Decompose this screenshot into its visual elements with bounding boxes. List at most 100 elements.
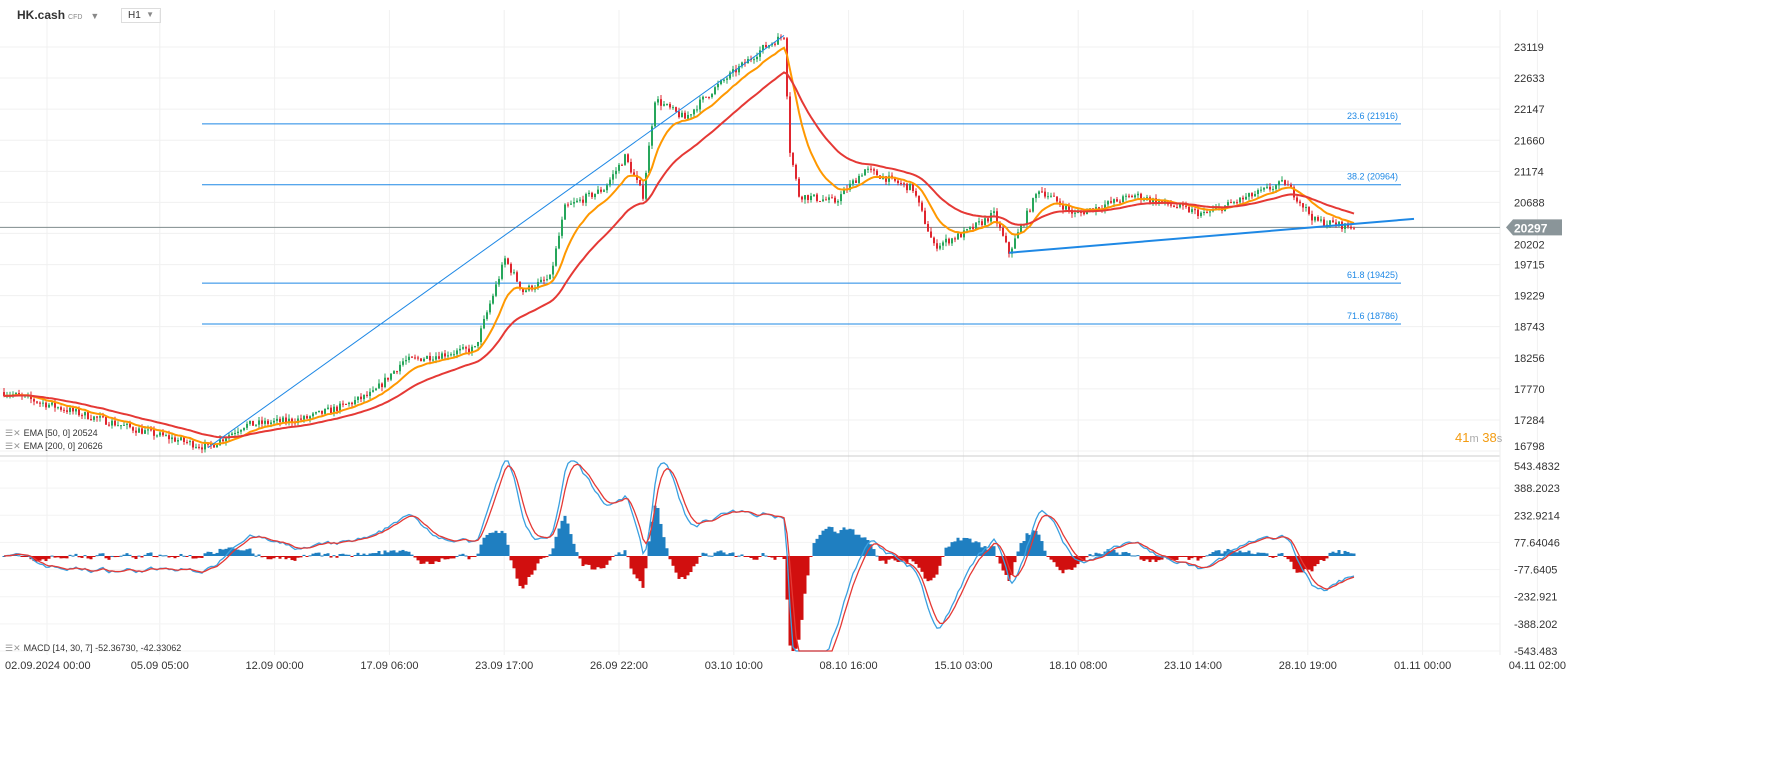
macd-histogram-bar: [371, 553, 375, 556]
settings-icon[interactable]: ☰✕: [5, 441, 21, 451]
macd-histogram-bar: [557, 528, 561, 556]
macd-histogram-bar: [167, 556, 171, 558]
macd-histogram-bar: [854, 534, 858, 556]
macd-histogram-bar: [341, 553, 345, 556]
candle-body: [423, 358, 425, 362]
macd-histogram-bar: [1247, 550, 1251, 556]
candle-body: [927, 223, 929, 232]
macd-histogram-bar: [134, 556, 138, 560]
macd-histogram-bar: [1292, 556, 1296, 570]
candle-body: [486, 312, 488, 319]
candle-body: [321, 410, 323, 414]
macd-histogram-bar: [293, 556, 297, 561]
candle-body: [153, 429, 155, 436]
candle-body: [165, 435, 167, 437]
macd-histogram-bar: [200, 556, 204, 558]
candle: [555, 246, 557, 267]
symbol-selector[interactable]: HK.cash CFD ▼: [17, 8, 99, 22]
macd-histogram-bar: [635, 556, 639, 579]
macd-histogram-bar: [494, 530, 498, 556]
macd-histogram-bar: [812, 543, 816, 556]
timeframe-select[interactable]: H1 ▼: [121, 8, 161, 23]
macd-histogram-bar: [1190, 556, 1194, 559]
price-tick-label: 21174: [1514, 166, 1544, 178]
macd-histogram-bar: [821, 530, 825, 556]
macd-line: [3, 460, 1355, 652]
macd-histogram-bar: [824, 528, 828, 556]
macd-histogram-bar: [1322, 556, 1326, 561]
x-tick-label: 15.10 03:00: [934, 660, 992, 672]
candle-body: [1227, 202, 1229, 206]
macd-histogram-bar: [998, 556, 1002, 564]
candle-body: [39, 402, 41, 404]
candle: [489, 300, 491, 315]
candle: [759, 46, 761, 61]
candle: [558, 232, 560, 250]
candle-body: [1182, 204, 1184, 206]
candle: [171, 433, 173, 444]
macd-histogram-bar: [380, 554, 384, 556]
candle: [825, 196, 827, 201]
candle: [651, 123, 653, 150]
macd-histogram-bar: [1055, 556, 1059, 567]
macd-histogram-bar: [1319, 556, 1323, 560]
macd-histogram-bar: [1130, 555, 1134, 557]
legend-ema50[interactable]: ☰✕ EMA [50, 0] 20524: [5, 428, 98, 439]
candle: [591, 191, 593, 200]
candle: [165, 433, 167, 437]
macd-histogram-bar: [347, 554, 351, 557]
candle: [345, 403, 347, 406]
candle-body: [1176, 206, 1178, 208]
candle-body: [579, 199, 581, 201]
candle: [837, 199, 839, 207]
macd-histogram-bar: [740, 554, 744, 556]
macd-histogram-bar: [1109, 550, 1113, 556]
candle: [66, 406, 68, 414]
candle-body: [105, 416, 107, 425]
settings-icon[interactable]: ☰✕: [5, 643, 21, 653]
macd-histogram-bar: [938, 556, 942, 566]
macd-histogram-bar: [521, 556, 525, 589]
macd-histogram-bar: [914, 556, 918, 565]
candle-body: [975, 222, 977, 229]
macd-histogram-bar: [863, 537, 867, 557]
candle: [1032, 197, 1034, 213]
candle: [1278, 180, 1280, 189]
candle: [987, 217, 989, 224]
candle: [42, 399, 44, 407]
ema200-line: [3, 71, 1355, 439]
macd-histogram-bar: [614, 554, 618, 557]
macd-histogram-bar: [1082, 556, 1086, 562]
macd-histogram-bar: [968, 538, 972, 556]
macd-histogram-bar: [1160, 556, 1164, 560]
candle-body: [1188, 206, 1190, 213]
legend-ema200[interactable]: ☰✕ EMA [200, 0] 20626: [5, 441, 103, 452]
candle-body: [279, 418, 281, 422]
macd-histogram-bar: [92, 556, 96, 557]
macd-histogram-bar: [677, 556, 681, 579]
candle-body: [339, 403, 341, 411]
candle-body: [150, 429, 152, 431]
candle-body: [687, 115, 689, 119]
candle-body: [1284, 180, 1286, 185]
macd-histogram-bar: [1340, 553, 1344, 557]
candle: [1035, 192, 1037, 203]
candle: [840, 191, 842, 205]
macd-histogram-bar: [875, 555, 879, 557]
macd-histogram-bar: [887, 556, 891, 560]
candle-body: [45, 402, 47, 408]
macd-histogram-bar: [62, 556, 66, 559]
candle: [1191, 206, 1193, 214]
legend-macd-text: MACD [14, 30, 7] -52.36730, -42.33062: [23, 643, 182, 653]
macd-histogram-bar: [299, 556, 303, 558]
price-tick-label: 19229: [1514, 291, 1545, 303]
settings-icon[interactable]: ☰✕: [5, 428, 21, 438]
candle: [462, 344, 464, 351]
candle-body: [48, 404, 50, 408]
candle-body: [582, 199, 584, 203]
macd-histogram-bar: [1040, 541, 1044, 556]
candle-body: [822, 199, 824, 202]
legend-macd[interactable]: ☰✕ MACD [14, 30, 7] -52.36730, -42.33062: [5, 643, 181, 654]
candle-body: [1239, 197, 1241, 203]
